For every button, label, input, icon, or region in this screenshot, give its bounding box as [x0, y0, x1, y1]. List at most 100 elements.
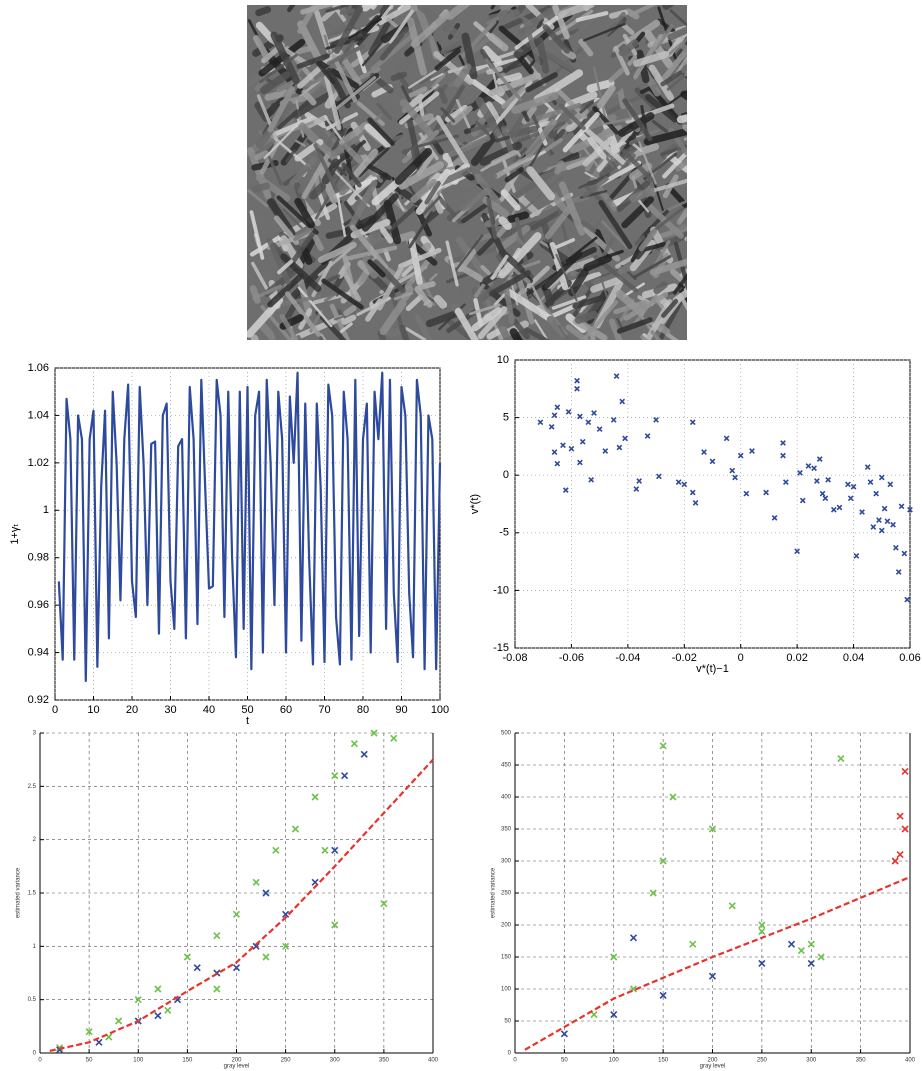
photo-grain [255, 174, 291, 202]
point [847, 495, 854, 502]
point [262, 953, 270, 961]
point [311, 793, 319, 801]
photo-grain [649, 258, 687, 276]
point [154, 985, 162, 993]
point [591, 410, 597, 416]
photo-grain [555, 238, 576, 249]
photo-grain [618, 39, 639, 57]
x-tick-label: 0.06 [899, 652, 920, 664]
photo-grain [250, 334, 259, 340]
photo-grain [410, 11, 450, 48]
photo-grain [437, 87, 448, 104]
photo-grain [386, 326, 405, 338]
photo-grain [604, 117, 633, 125]
photo-grain [421, 37, 436, 76]
photo-grain [365, 298, 383, 322]
photo-grain [596, 84, 616, 109]
point [797, 947, 805, 955]
point [780, 452, 786, 459]
photo-grain [317, 60, 360, 89]
y-tick-label: 400 [501, 795, 512, 801]
point [689, 940, 697, 948]
photo-grain [327, 274, 341, 283]
point [633, 486, 640, 492]
photo-grain [456, 248, 476, 273]
x-tick-label: 250 [281, 1058, 292, 1064]
point [850, 483, 857, 490]
photo-grain [587, 114, 617, 130]
point [568, 445, 575, 452]
point [321, 846, 329, 854]
photo-grain [683, 136, 687, 141]
photo-grain [408, 86, 428, 98]
photo-grain [436, 40, 445, 59]
photo-grain [632, 143, 643, 153]
photo-grain [524, 327, 551, 340]
photo-grain [329, 303, 351, 340]
photo-grain [650, 178, 687, 193]
photo-grain [676, 207, 687, 225]
photo-grain [255, 21, 276, 44]
x-tick-label: 90 [395, 704, 407, 716]
photo-grain [300, 246, 313, 265]
y-axis-label: estimated variance [491, 867, 497, 918]
y-tick-label: 1.06 [28, 362, 49, 374]
point [787, 940, 796, 948]
photo-grain [558, 151, 580, 167]
point [252, 942, 260, 950]
y-tick-label: 0.92 [28, 694, 49, 706]
photo-grain [247, 296, 284, 338]
photo-grain [398, 91, 440, 125]
x-tick-label: 10 [87, 704, 99, 716]
photo-grain [633, 50, 670, 67]
photo-grain [638, 228, 657, 252]
point [708, 972, 717, 980]
photo-grain [579, 100, 594, 114]
photo-grain [584, 171, 600, 182]
photo-grain [476, 236, 496, 256]
x-tick-label: 20 [126, 704, 138, 716]
photo-grain [682, 124, 687, 133]
photo-grain [565, 236, 598, 262]
point [390, 734, 398, 742]
photo-grain [575, 11, 609, 23]
photo-grain [480, 265, 491, 276]
photo-grain [617, 86, 626, 110]
x-axis-label: v*(t)−1 [696, 663, 729, 675]
point [811, 465, 817, 472]
point [743, 490, 750, 497]
point [873, 490, 880, 497]
point [723, 435, 730, 442]
photo-grain [348, 180, 378, 229]
photo-grain [494, 153, 534, 179]
photo-grain [544, 203, 575, 240]
y-tick-label: 1.02 [28, 457, 49, 469]
point [895, 569, 902, 575]
photo-grain [397, 5, 405, 10]
point [574, 377, 580, 384]
point [878, 527, 885, 534]
x-axis-label: gray level [700, 1064, 726, 1070]
point [898, 503, 905, 510]
photo-grain [541, 251, 583, 291]
photo-grain [578, 173, 611, 189]
photo-grain [405, 293, 424, 312]
photo-grain [399, 324, 410, 340]
point [616, 444, 623, 451]
photo-grain [388, 9, 414, 44]
photo-grain [453, 63, 472, 88]
y-tick-label: 100 [501, 987, 512, 993]
x-tick-label: 400 [428, 1058, 439, 1064]
x-tick-label: 50 [241, 704, 253, 716]
photo-grain [637, 199, 650, 213]
photo-grain [616, 317, 623, 329]
photo-grain [471, 35, 491, 53]
point [613, 373, 620, 379]
photo-grain [325, 5, 352, 13]
photo-grain [339, 8, 355, 15]
photo-grain [309, 182, 327, 200]
photo-grain [253, 35, 271, 61]
photo-grain [249, 210, 265, 260]
point [896, 851, 904, 859]
photo-grain [637, 152, 678, 185]
